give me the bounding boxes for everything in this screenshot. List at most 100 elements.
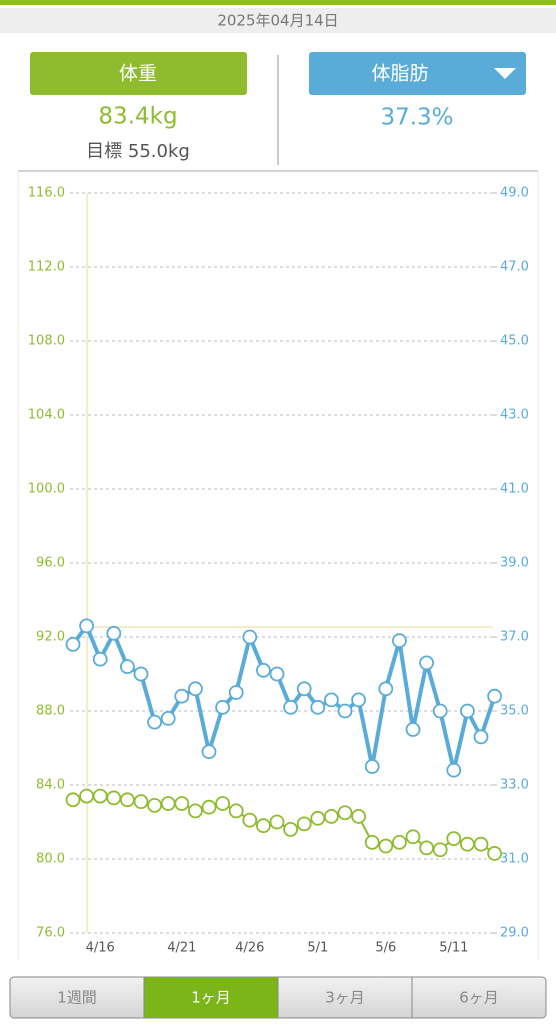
data-point xyxy=(378,838,394,854)
data-point xyxy=(160,796,176,811)
dropdown-arrow xyxy=(494,68,516,79)
data-point xyxy=(432,842,448,858)
y2-tick-label: 41.0 xyxy=(500,482,529,497)
y-tick-label: 76.0 xyxy=(36,926,65,941)
y-tick-label: 112.0 xyxy=(28,260,65,275)
data-point xyxy=(283,822,299,837)
date-bar xyxy=(0,8,556,33)
y-tick-label: 92.0 xyxy=(36,630,65,645)
x-tick-label: 5/1 xyxy=(307,941,328,956)
data-point xyxy=(65,637,81,652)
data-point xyxy=(106,625,122,641)
y2-tick-label: 47.0 xyxy=(500,260,529,275)
y2-tick-label: 37.0 xyxy=(500,630,529,645)
data-point xyxy=(487,846,503,861)
data-point xyxy=(351,809,367,824)
fat-label: 体脂肪 xyxy=(371,63,428,85)
fat-button[interactable] xyxy=(309,52,526,95)
y-tick-label: 88.0 xyxy=(36,704,65,719)
data-point xyxy=(296,816,312,832)
y-tick-label: 80.0 xyxy=(36,852,65,867)
y2-tick-label: 43.0 xyxy=(500,408,529,423)
x-tick-label: 5/6 xyxy=(375,941,396,956)
y2-tick-label: 35.0 xyxy=(500,704,529,719)
data-point xyxy=(364,759,380,774)
data-point xyxy=(473,729,489,745)
data-point xyxy=(201,799,217,815)
data-point xyxy=(120,659,135,674)
y2-tick-label: 49.0 xyxy=(500,186,529,201)
data-point xyxy=(269,666,285,682)
data-point xyxy=(147,714,163,730)
data-point xyxy=(92,788,108,804)
y2-tick-label: 33.0 xyxy=(500,778,529,793)
y2-tick-label: 45.0 xyxy=(500,334,529,349)
weight-goal: 目標 55.0kg xyxy=(86,141,190,162)
tab-selected[interactable] xyxy=(144,977,278,1018)
data-point xyxy=(133,666,149,682)
data-point xyxy=(242,812,258,828)
data-point xyxy=(215,796,231,811)
data-point xyxy=(419,840,435,856)
data-point xyxy=(120,792,135,808)
top-bar xyxy=(0,0,556,5)
data-point xyxy=(65,792,81,808)
fat-value: 37.3% xyxy=(380,105,453,131)
data-point xyxy=(323,692,339,708)
data-point xyxy=(432,703,448,719)
data-point xyxy=(242,629,258,645)
data-point xyxy=(391,834,407,850)
weight-value: 83.4kg xyxy=(98,104,177,130)
tab-label[interactable]: 1ヶ月 xyxy=(191,989,231,1007)
data-point xyxy=(446,831,462,847)
data-point xyxy=(487,688,503,704)
x-tick-label: 4/16 xyxy=(86,941,115,956)
data-point xyxy=(174,796,190,811)
y-tick-label: 104.0 xyxy=(28,408,65,423)
data-point xyxy=(187,681,203,697)
y-tick-label: 100.0 xyxy=(28,482,65,497)
data-point xyxy=(255,662,271,678)
data-point xyxy=(323,809,339,824)
data-point xyxy=(419,655,435,671)
data-point xyxy=(337,805,353,821)
data-point xyxy=(459,836,475,852)
data-point xyxy=(201,744,217,760)
data-point xyxy=(174,688,190,704)
data-point xyxy=(133,794,149,810)
data-point xyxy=(446,762,462,778)
x-tick-label: 5/11 xyxy=(439,941,468,956)
data-point xyxy=(215,699,231,715)
data-point xyxy=(228,685,244,700)
data-point xyxy=(106,790,122,806)
data-point xyxy=(405,829,421,845)
data-point xyxy=(79,788,94,804)
data-point xyxy=(378,681,394,697)
x-tick-label: 4/21 xyxy=(167,941,196,956)
tab-label[interactable]: 1週間 xyxy=(57,989,97,1007)
data-point xyxy=(364,834,380,850)
y-tick-label: 96.0 xyxy=(36,556,65,571)
data-point xyxy=(473,836,489,852)
data-point xyxy=(187,803,203,819)
data-point xyxy=(310,810,326,826)
data-point xyxy=(255,818,271,834)
y-tick-label: 116.0 xyxy=(28,186,65,201)
weight-label: 体重 xyxy=(119,63,157,85)
data-point xyxy=(228,803,244,819)
y-tick-label: 84.0 xyxy=(36,778,65,793)
data-point xyxy=(310,699,326,715)
tab-label[interactable]: 3ヶ月 xyxy=(325,989,365,1007)
weight-button[interactable] xyxy=(30,52,247,95)
y-tick-label: 108.0 xyxy=(28,334,65,349)
tab-label[interactable]: 6ヶ月 xyxy=(459,989,499,1007)
data-point xyxy=(391,633,407,649)
y2-tick-label: 31.0 xyxy=(500,852,529,867)
data-point xyxy=(92,651,108,667)
data-point xyxy=(337,703,353,719)
data-point xyxy=(79,618,94,634)
data-point xyxy=(405,722,421,737)
data-point xyxy=(283,699,299,715)
data-point xyxy=(351,692,367,708)
